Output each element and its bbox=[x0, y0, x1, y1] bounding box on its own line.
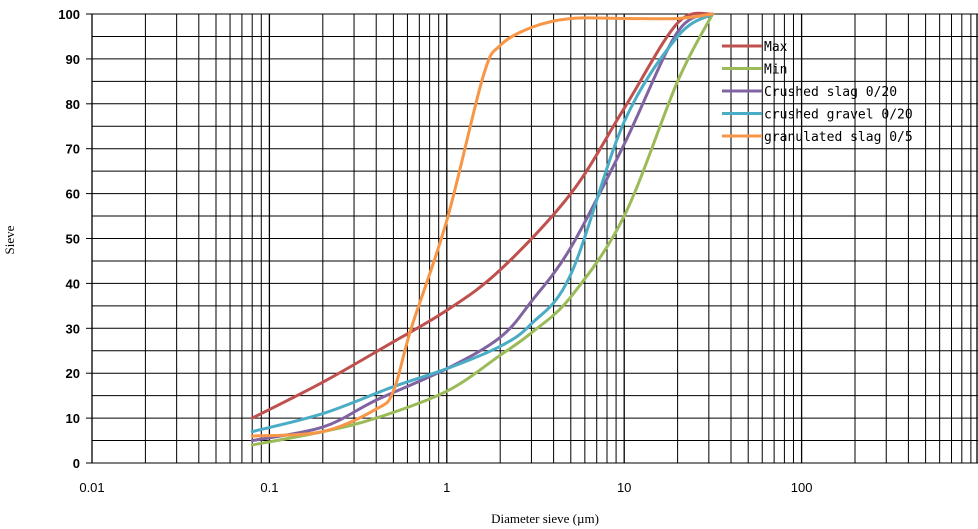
y-axis-label: Sieve bbox=[2, 225, 17, 254]
series-line-1 bbox=[250, 12, 715, 447]
y-tick-label: 50 bbox=[66, 232, 80, 247]
x-tick-label: 0.01 bbox=[79, 480, 104, 495]
x-tick-label: 100 bbox=[791, 480, 813, 495]
y-tick-label: 10 bbox=[66, 411, 80, 426]
series-line-4 bbox=[250, 12, 715, 438]
y-tick-label: 80 bbox=[66, 97, 80, 112]
legend: Max Min Crushed slag 0/20 crushed gravel 0/… bbox=[722, 40, 913, 145]
legend-entry: Max bbox=[764, 40, 788, 55]
legend-entry: granulated slag 0/5 bbox=[764, 130, 913, 145]
series-line-0 bbox=[250, 11, 715, 420]
legend-entry: Min bbox=[764, 63, 787, 78]
series-line-3 bbox=[250, 12, 715, 434]
y-tick-label: 100 bbox=[58, 7, 80, 22]
x-tick-label: 0.1 bbox=[260, 480, 278, 495]
grid bbox=[91, 13, 978, 464]
x-tick-label: 10 bbox=[617, 480, 631, 495]
y-tick-label: 20 bbox=[66, 366, 80, 381]
legend-entry: Crushed slag 0/20 bbox=[764, 85, 897, 100]
legend-entry: crushed gravel 0/20 bbox=[764, 108, 913, 123]
y-tick-label: 70 bbox=[66, 142, 80, 157]
x-axis-label: Diameter sieve (µm) bbox=[491, 511, 599, 526]
y-tick-label: 40 bbox=[66, 276, 80, 291]
x-ticks: 0.01 0.1 1 10 100 bbox=[79, 480, 812, 495]
x-tick-label: 1 bbox=[443, 480, 450, 495]
y-ticks: 0 10 20 30 40 50 60 70 80 90 100 bbox=[58, 7, 92, 471]
y-tick-label: 30 bbox=[66, 321, 80, 336]
series-lines bbox=[250, 11, 715, 447]
y-tick-label: 90 bbox=[66, 52, 80, 67]
y-tick-label: 0 bbox=[73, 456, 80, 471]
y-tick-label: 60 bbox=[66, 187, 80, 202]
series-line-2 bbox=[250, 12, 715, 443]
